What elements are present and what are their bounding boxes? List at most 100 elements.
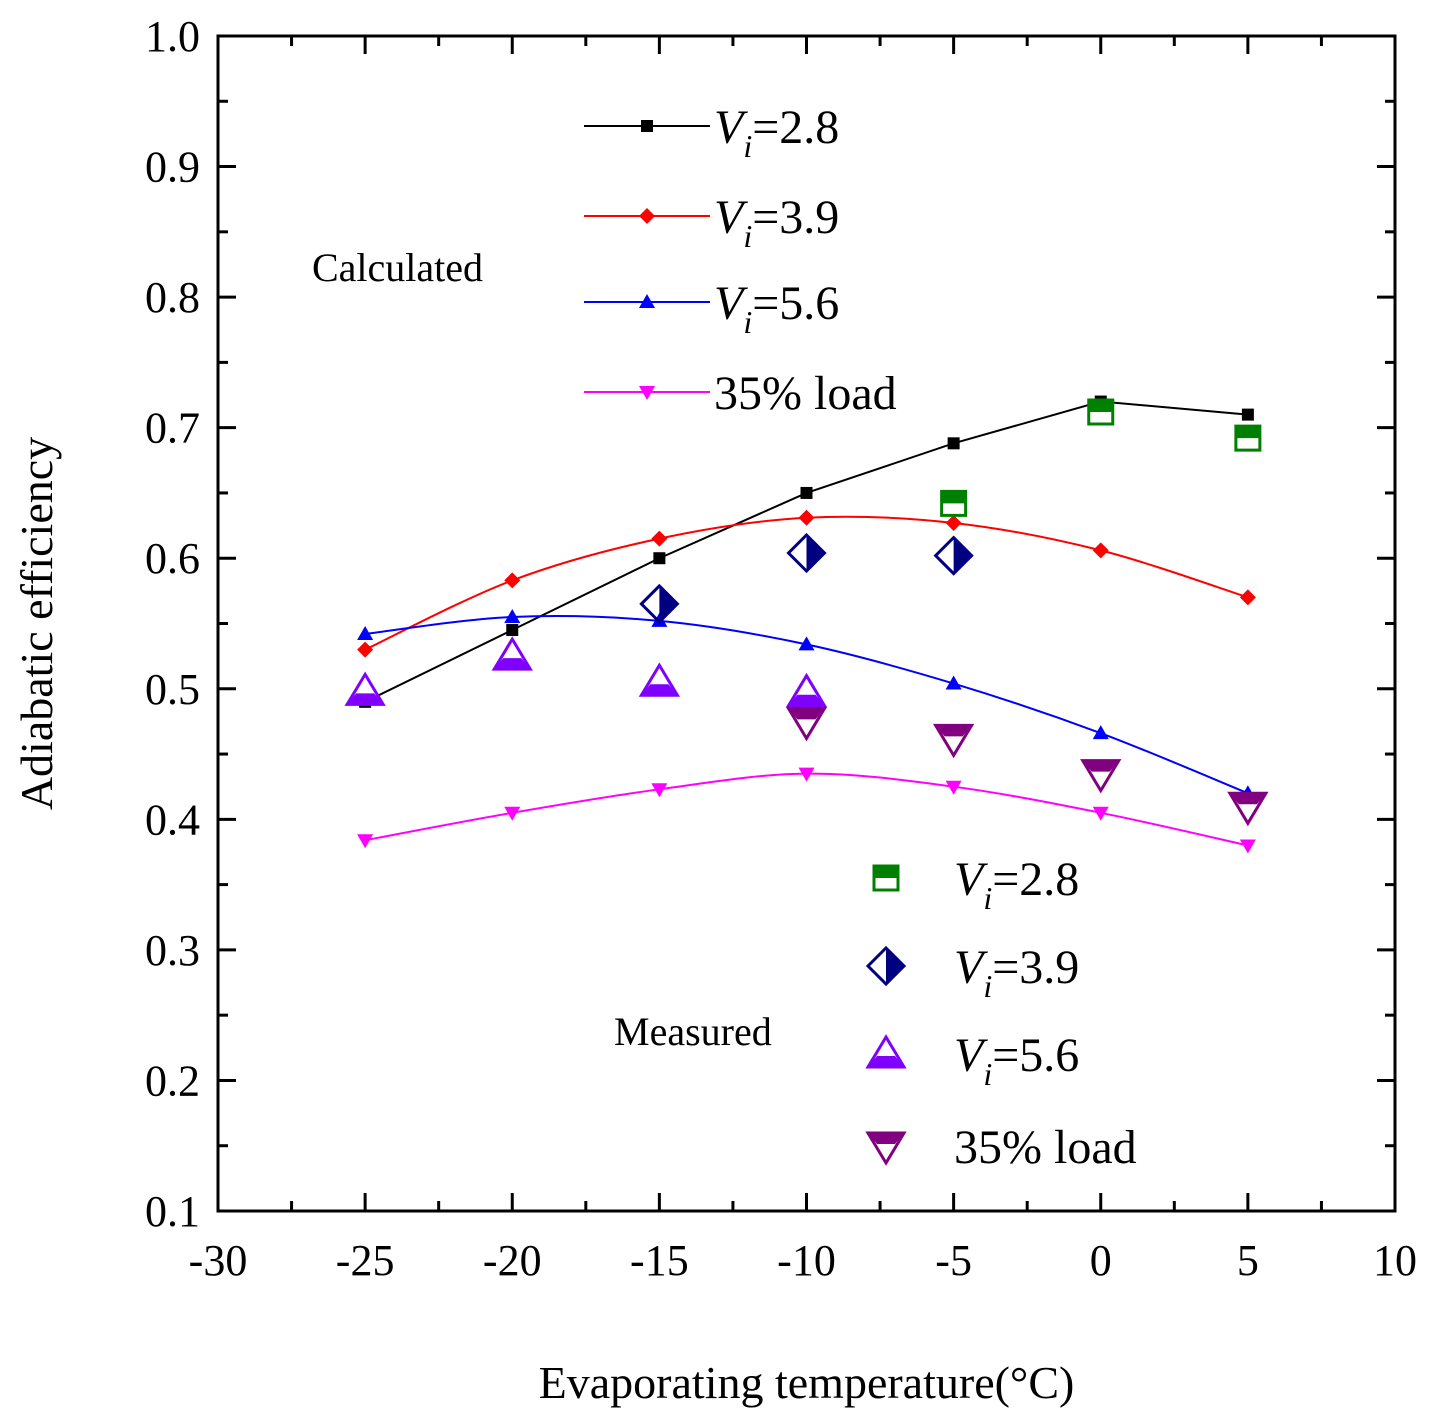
calculated-point-1: [798, 509, 815, 526]
legend-measured-marker-outline: [872, 864, 900, 892]
calculated-point-1: [357, 641, 374, 658]
x-axis-title: Evaporating temperature(°C): [539, 1357, 1075, 1408]
measured-point-2: [344, 671, 386, 706]
legend-measured-marker-fill: [868, 1056, 904, 1067]
measured-series-3: [785, 706, 1269, 827]
measured-point-3-outline: [785, 706, 828, 742]
axes: -30 -25 -20 -15 -10 -5 0 5 10 0.1 0.2 0.3 0.4 0.5 0.6 0…: [11, 12, 1417, 1408]
calculated-point-1: [651, 530, 668, 547]
measured-point-1: [933, 535, 974, 576]
measured-point-2-fill: [641, 684, 678, 696]
calculated-point-1: [1092, 542, 1109, 559]
legend-measured-marker-fill: [886, 948, 904, 984]
annotations: Calculated Measured: [312, 245, 772, 1054]
calculated-point-0: [947, 437, 960, 450]
calculated-point-3: [945, 780, 962, 795]
calculated-point-3: [798, 767, 815, 782]
calculated-point-3: [1092, 806, 1109, 821]
y-tick-label: 0.8: [145, 273, 200, 322]
measured-point-3: [785, 706, 828, 742]
calculated-point-3: [504, 806, 521, 821]
measured-point-3: [932, 723, 975, 759]
legend-measured-item-3: 35% load: [865, 1121, 1137, 1174]
measured-series-1: [639, 532, 974, 625]
calculated-point-0: [800, 486, 813, 499]
legend-marker: [639, 386, 655, 400]
legend-measured-item-0: Vi=2.8: [872, 853, 1079, 916]
legend-marker: [639, 294, 655, 308]
legend: Vi=2.8 Vi=3.9 Vi=5.6 35% load Vi=2.8 Vi=3.9 Vi…: [584, 101, 1137, 1174]
legend-measured-marker: [872, 864, 900, 892]
legend-measured-marker-fill: [874, 866, 898, 878]
calculated-point-3: [1239, 839, 1256, 854]
measured-point-3-outline: [1227, 791, 1269, 827]
calculated-point-2: [945, 675, 962, 690]
measured-point-3: [1080, 759, 1122, 794]
calculated-point-2: [357, 625, 374, 640]
legend-measured-item-2: Vi=5.6: [865, 1029, 1079, 1092]
y-tick-label: 0.7: [145, 404, 200, 453]
y-tick-label: 0.6: [145, 534, 200, 583]
measured-point-2-outline: [638, 662, 681, 697]
legend-calculated-label: 35% load: [714, 367, 897, 420]
measured-point-0-outline: [940, 489, 968, 517]
legend-measured-item-1: Vi=3.9: [865, 941, 1079, 1004]
measured-label: Measured: [614, 1009, 772, 1054]
x-tick-label: -15: [630, 1236, 689, 1285]
measured-series-2: [344, 636, 828, 708]
calculated-point-1: [1239, 589, 1256, 606]
legend-calculated-item-3: 35% load: [584, 367, 897, 420]
calculated-label: Calculated: [312, 245, 483, 290]
measured-point-1: [786, 532, 827, 574]
measured-point-3-fill: [1229, 793, 1266, 805]
measured-point-2-fill: [788, 694, 825, 706]
measured-point-2: [491, 636, 533, 671]
y-tick-label: 0.3: [145, 926, 200, 975]
measured-point-2-outline: [344, 671, 386, 706]
measured-point-0: [1087, 398, 1115, 426]
x-tick-label: -25: [336, 1236, 395, 1285]
measured-point-2-outline: [785, 672, 828, 708]
calculated-point-0: [1241, 408, 1254, 421]
legend-measured-label: 35% load: [954, 1121, 1137, 1174]
measured-point-0: [1234, 424, 1262, 452]
measured-point-0-outline: [1087, 398, 1115, 426]
legend-calculated-item-0: Vi=2.8: [584, 101, 839, 164]
measured-point-1-outline: [786, 532, 827, 574]
calculated-point-2: [1092, 725, 1109, 740]
legend-calculated-label: Vi=2.8: [714, 101, 839, 164]
legend-measured-marker-outline: [865, 1034, 907, 1069]
measured-point-2-fill: [347, 693, 384, 705]
calculated-series-1: [357, 509, 1256, 658]
measured-point-1: [639, 583, 680, 625]
measured-point-1-outline: [639, 583, 680, 625]
measured-point-3-fill: [788, 708, 825, 720]
calculated-point-0: [506, 624, 519, 637]
x-tick-label: 10: [1373, 1236, 1417, 1285]
x-tick-label: -30: [189, 1236, 248, 1285]
legend-marker: [639, 208, 655, 224]
legend-measured-marker: [865, 1131, 907, 1166]
x-tick-label: 5: [1237, 1236, 1259, 1285]
y-tick-label: 0.5: [145, 665, 200, 714]
calculated-series-3: [357, 767, 1256, 854]
legend-measured-marker: [865, 1034, 907, 1069]
calculated-point-3: [651, 783, 668, 798]
measured-point-1-fill: [659, 585, 678, 622]
y-tick-label: 1.0: [145, 12, 200, 61]
measured-point-3: [1227, 791, 1269, 827]
y-tick-label: 0.9: [145, 143, 200, 192]
measured-point-2: [638, 662, 681, 697]
measured-point-0-outline: [1234, 424, 1262, 452]
y-tick-label: 0.2: [145, 1056, 200, 1105]
x-tick-label: -10: [777, 1236, 836, 1285]
legend-measured-marker-fill: [868, 1133, 904, 1144]
y-axis-title: Adiabatic efficiency: [11, 437, 62, 810]
x-tick-label: -20: [483, 1236, 542, 1285]
legend-measured-marker-outline: [865, 1131, 907, 1166]
legend-measured-marker: [865, 945, 907, 987]
y-tick-label: 0.1: [145, 1187, 200, 1236]
calculated-point-2: [798, 636, 815, 651]
